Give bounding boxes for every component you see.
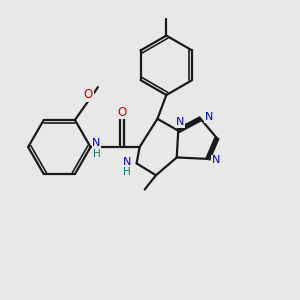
Text: N: N	[92, 138, 101, 148]
Text: N: N	[123, 157, 131, 167]
Text: O: O	[84, 88, 93, 101]
Text: N: N	[212, 155, 220, 165]
Text: O: O	[117, 106, 126, 119]
Text: N: N	[176, 117, 184, 128]
Text: H: H	[93, 148, 101, 159]
Text: N: N	[205, 112, 213, 122]
Text: H: H	[123, 167, 131, 177]
